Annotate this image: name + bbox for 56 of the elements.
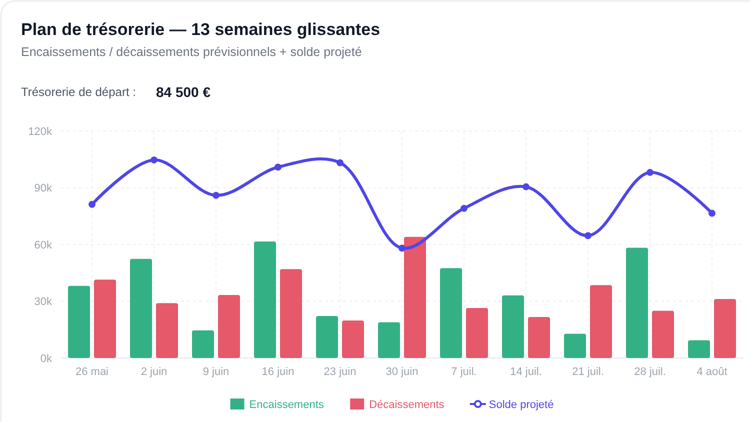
x-tick-label: 16 juin	[262, 366, 294, 378]
legend-label: Encaissements	[249, 398, 324, 411]
y-tick-label: 90k	[34, 182, 52, 195]
point	[522, 183, 530, 190]
y-tick-label: 60k	[34, 239, 52, 252]
chart-subtitle: Encaissements / décaissements prévisionnels + solde projeté	[21, 45, 362, 59]
point	[150, 156, 158, 164]
bar	[156, 303, 178, 358]
bar	[192, 330, 214, 358]
point	[460, 204, 468, 212]
legend-label: Décaissements	[369, 398, 445, 411]
x-tick-label: 7 juil.	[451, 366, 477, 378]
bar	[342, 320, 364, 358]
point	[212, 192, 220, 199]
point	[88, 200, 96, 208]
x-tick-label: 4 août	[696, 366, 728, 378]
y-tick-label: 120k	[28, 126, 52, 138]
text: Trésorerie de départ :	[21, 85, 136, 99]
bar	[280, 269, 302, 358]
bar	[68, 286, 90, 358]
bar	[378, 322, 400, 358]
bar	[688, 340, 710, 358]
bar	[94, 280, 116, 358]
x-tick-label: 2 juin	[140, 366, 168, 378]
text: 84 500 €	[156, 84, 211, 100]
bar	[254, 241, 276, 358]
chart-title: Plan de trésorerie — 13 semaines glissantes	[21, 20, 380, 39]
legend-label: Solde projeté	[488, 398, 554, 411]
bar	[652, 310, 674, 358]
point	[646, 168, 654, 176]
bar	[218, 295, 240, 358]
bar	[714, 298, 736, 358]
bar	[404, 236, 426, 358]
x-tick-label: 30 juin	[386, 366, 418, 378]
x-tick-label: 14 juil.	[510, 366, 542, 378]
bar	[626, 248, 648, 358]
point	[274, 164, 282, 171]
bar	[130, 258, 152, 358]
bar	[502, 295, 524, 358]
point	[584, 232, 592, 240]
point	[336, 159, 344, 166]
bar	[564, 334, 586, 358]
bar	[466, 308, 488, 358]
bar	[440, 268, 462, 358]
bar	[590, 285, 612, 358]
x-tick-label: 26 mai	[75, 366, 109, 378]
y-tick-label: 0k	[40, 352, 52, 365]
x-tick-label: 9 juin	[202, 366, 230, 378]
point	[708, 210, 716, 217]
bar	[316, 316, 338, 358]
x-tick-label: 28 juil.	[634, 366, 666, 378]
x-tick-label: 23 juin	[324, 366, 356, 378]
y-tick-label: 30k	[34, 296, 52, 308]
x-tick-label: 21 juil.	[572, 366, 604, 378]
bar	[528, 316, 550, 358]
point	[398, 244, 406, 252]
